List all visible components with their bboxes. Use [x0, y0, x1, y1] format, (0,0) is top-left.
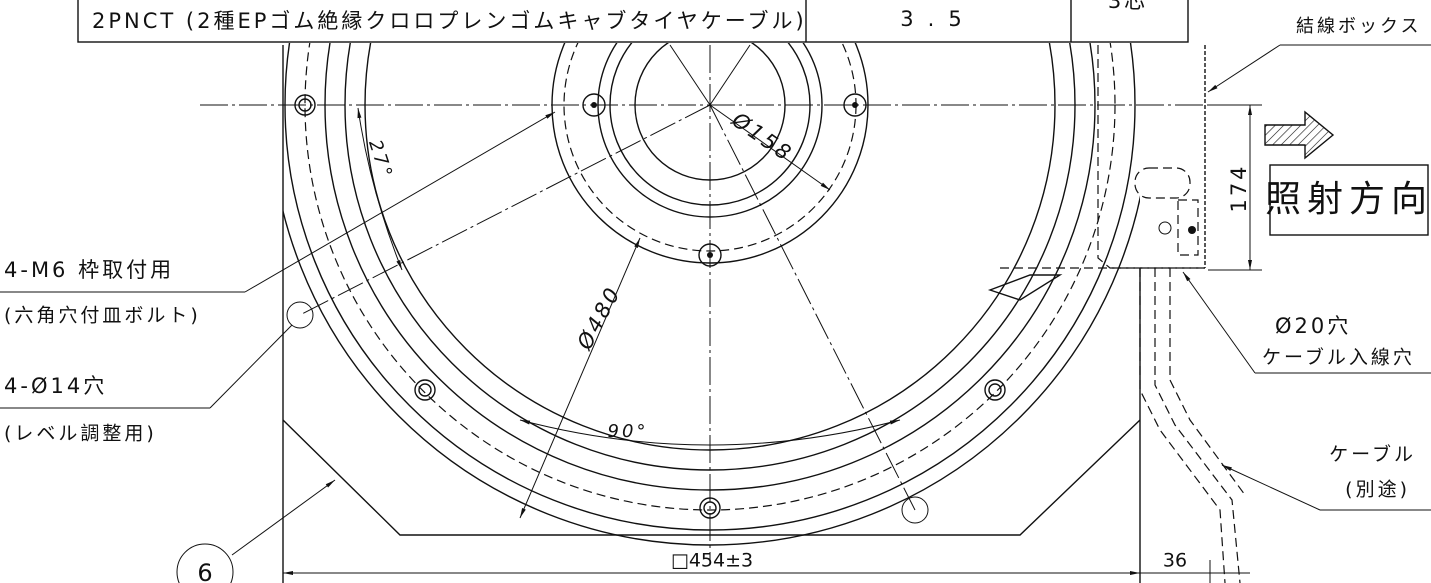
direction-arrow: 照射方向	[1265, 112, 1431, 235]
dims	[283, 105, 1262, 583]
level-hole-note: (レベル調整用)	[4, 423, 157, 445]
drawing-line	[419, 384, 431, 396]
drawing-line	[1140, 268, 1225, 583]
cable-note: (別途)	[1345, 479, 1410, 501]
drawing-line	[1265, 112, 1333, 158]
drawing-line	[670, 45, 710, 105]
mount-bolt: 4-M6 枠取付用	[4, 258, 174, 282]
drawing-line	[591, 102, 597, 108]
cable-size: 3.5	[900, 7, 975, 31]
drawing-line	[902, 497, 928, 523]
drawing: 2PNCT (2種EPゴム絶縁クロロプレンゴムキャブタイヤケーブル) 3.5 3…	[0, 0, 1431, 583]
bolts	[287, 94, 1005, 523]
cable-cores: 3芯	[1108, 0, 1148, 13]
drawing-line	[1135, 168, 1190, 198]
direction-label: 照射方向	[1265, 179, 1431, 220]
cable-hole-note: ケーブル入線穴	[1262, 346, 1415, 369]
part-number: 6	[197, 559, 212, 583]
drawing-line	[710, 45, 750, 105]
dim-36: 36	[1163, 550, 1187, 572]
drawing-line	[852, 102, 858, 108]
drawing-line	[210, 325, 292, 408]
drawing-line	[1170, 268, 1245, 495]
drawing-line	[707, 252, 713, 258]
drawing-line	[1183, 272, 1255, 373]
cable-type: 2PNCT (2種EPゴム絶縁クロロプレンゴムキャブタイヤケーブル)	[92, 9, 807, 33]
dim-454: □454±3	[671, 550, 753, 572]
cable-hole: Ø20穴	[1275, 314, 1351, 338]
drawing-line	[985, 380, 1005, 400]
level-hole: 4-Ø14穴	[4, 374, 107, 398]
drawing-line	[1222, 465, 1320, 510]
drawing-line	[989, 384, 1001, 396]
drawing-line	[415, 380, 435, 400]
dim-158: Ø158	[727, 107, 798, 167]
drawing-line	[1188, 226, 1196, 234]
drawing-line	[520, 238, 640, 518]
drawing-line	[1208, 45, 1280, 92]
cable: ケーブル	[1329, 443, 1416, 466]
spec-table: 2PNCT (2種EPゴム絶縁クロロプレンゴムキャブタイヤケーブル) 3.5 3…	[78, 0, 1188, 42]
leaders	[0, 45, 1431, 583]
angle-90: 90°	[608, 421, 649, 442]
drawing-line	[1159, 222, 1171, 234]
junction-box	[990, 45, 1245, 583]
dim-174: 174	[1227, 163, 1251, 212]
drawing-line	[287, 302, 313, 328]
drawing-line	[1155, 268, 1240, 583]
drawing-line	[300, 105, 710, 315]
junction-box-label: 結線ボックス	[1296, 16, 1421, 37]
mount-bolt-note: (六角穴付皿ボルト)	[4, 305, 201, 327]
dim-480: Ø480	[572, 282, 626, 355]
